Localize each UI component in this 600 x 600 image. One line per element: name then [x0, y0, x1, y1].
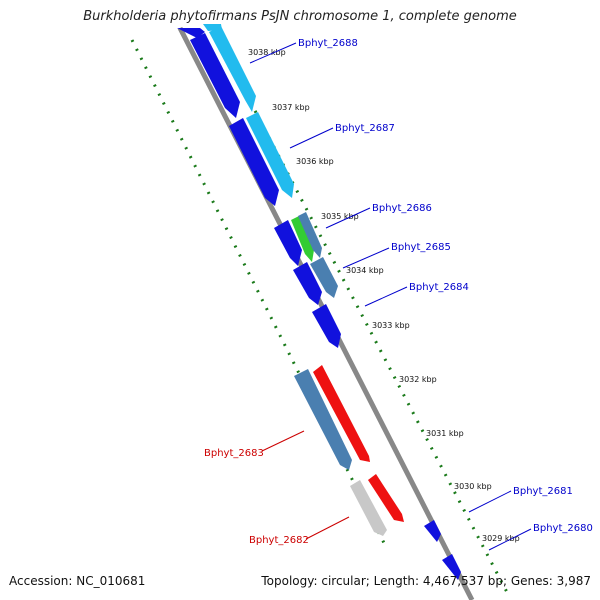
gene-arrow-bphyt-2685-a[interactable]: [293, 262, 322, 305]
leader-line: [342, 247, 390, 269]
gene-arrow-bphyt-2685[interactable]: [310, 257, 338, 298]
gene-label-bphyt-2685[interactable]: Bphyt_2685: [391, 242, 451, 253]
leader-line: [261, 430, 305, 452]
gene-label-bphyt-2684[interactable]: Bphyt_2684: [409, 282, 469, 293]
leader-line: [364, 286, 408, 307]
kbp-tick: 3034 kbp: [346, 266, 384, 275]
gene-label-bphyt-2681[interactable]: Bphyt_2681: [513, 486, 573, 497]
topology-text: Topology: circular; Length: 4,467,537 bp…: [261, 574, 591, 588]
gene-arrow-bphyt-2687[interactable]: [246, 112, 294, 198]
gene-label-bphyt-2683[interactable]: Bphyt_2683: [204, 448, 264, 459]
gene-arrow-bphyt-2681[interactable]: [424, 520, 441, 542]
gene-arrow-bphyt-2688-a[interactable]: [190, 33, 240, 118]
kbp-tick: 3038 kbp: [248, 48, 286, 57]
gene-arrow-bphyt-2680[interactable]: [442, 554, 461, 580]
gene-arrow-bphyt-2687-a[interactable]: [229, 118, 279, 206]
gene-arrow-bphyt-2683[interactable]: [313, 365, 370, 462]
gene-label-bphyt-2688[interactable]: Bphyt_2688: [298, 38, 358, 49]
gene-arrow-bphyt-2688[interactable]: [209, 26, 256, 112]
leader-line: [325, 207, 371, 229]
gene-label-bphyt-2687[interactable]: Bphyt_2687: [335, 123, 395, 134]
leader-line: [468, 490, 512, 513]
kbp-tick: 3037 kbp: [272, 103, 310, 112]
kbp-tick: 3030 kbp: [454, 482, 492, 491]
kbp-tick: 3033 kbp: [372, 321, 410, 330]
gene-arrow-bphyt-2689[interactable]: [177, 28, 205, 38]
kbp-tick: 3031 kbp: [426, 429, 464, 438]
gene-label-bphyt-2686[interactable]: Bphyt_2686: [372, 203, 432, 214]
leader-line: [305, 516, 350, 540]
accession-text: Accession: NC_010681: [9, 574, 146, 588]
leader-line: [289, 127, 334, 149]
gene-arrow-bphyt-2682-a[interactable]: [350, 480, 387, 536]
kbp-tick: 3036 kbp: [296, 157, 334, 166]
gene-label-bphyt-2680[interactable]: Bphyt_2680: [533, 523, 593, 534]
leader-line: [488, 528, 532, 551]
gene-arrow-bphyt-2682[interactable]: [368, 474, 404, 522]
gene-arrow-bphyt-2683-a[interactable]: [294, 369, 352, 470]
map-title: Burkholderia phytofirmans PsJN chromosom…: [83, 9, 517, 24]
gene-label-bphyt-2682[interactable]: Bphyt_2682: [249, 535, 309, 546]
kbp-tick: 3035 kbp: [321, 212, 359, 221]
gene-arrow-bphyt-2686[interactable]: [291, 216, 314, 262]
gene-arrow-bphyt-2686-b[interactable]: [298, 212, 322, 258]
gene-arrow-bphyt-2686-a[interactable]: [274, 220, 302, 266]
leader-line: [249, 42, 297, 64]
kbp-tick: 3029 kbp: [482, 534, 520, 543]
kbp-tick: 3032 kbp: [399, 375, 437, 384]
gene-arrow-bphyt-2684[interactable]: [312, 304, 341, 348]
